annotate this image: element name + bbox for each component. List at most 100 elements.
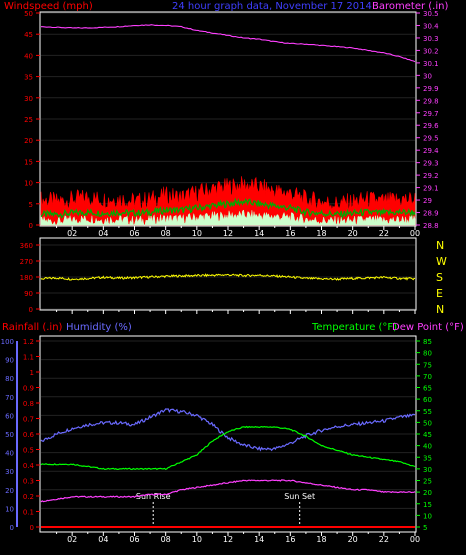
x-tick-label: 14 (254, 535, 264, 544)
temperature-tick-label: 30 (423, 466, 432, 474)
rainfall-tick-label: 0.6 (23, 431, 35, 439)
x-tick-label: 06 (129, 535, 139, 544)
dewpoint-series (40, 479, 416, 503)
barometer-tick-label: 30 (423, 72, 432, 80)
compass-label: E (436, 287, 443, 300)
humidity-tick-label: 40 (5, 450, 14, 458)
compass-label: W (436, 255, 447, 268)
humidity-tick-label: 60 (5, 412, 14, 420)
temperature-tick-label: 80 (423, 350, 432, 358)
windspeed-tick-label: 10 (24, 180, 33, 188)
x-tick-label: 18 (316, 229, 326, 238)
barometer-tick-label: 30.4 (423, 22, 439, 30)
x-tick-label: 22 (379, 535, 389, 544)
barometer-tick-label: 29.3 (423, 160, 439, 168)
x-tick-label: 04 (98, 229, 108, 238)
barometer-tick-label: 29.5 (423, 135, 439, 143)
x-tick-label: 02 (67, 535, 77, 544)
x-tick-label: 12 (223, 535, 233, 544)
barometer-tick-label: 29.8 (423, 97, 439, 105)
humidity-tick-label: 90 (5, 357, 14, 365)
windspeed-tick-label: 20 (24, 137, 33, 145)
x-tick-label: 08 (161, 535, 171, 544)
x-tick-label: 16 (285, 229, 295, 238)
humidity-series (40, 408, 416, 452)
temperature-tick-label: 5 (423, 524, 427, 532)
temperature-tick-label: 75 (423, 361, 432, 369)
barometer-series (41, 24, 416, 63)
x-tick-label: 10 (192, 535, 202, 544)
compass-label: N (436, 303, 444, 316)
humidity-axis-label: Humidity (%) (66, 322, 132, 333)
temperature-tick-label: 70 (423, 373, 432, 381)
humidity-tick-label: 0 (10, 524, 14, 532)
barometer-tick-label: 29.1 (423, 185, 439, 193)
windspeed-axis-label: Windspeed (mph) (4, 1, 93, 12)
direction-tick-label: 180 (20, 274, 33, 282)
temperature-tick-label: 55 (423, 408, 432, 416)
x-tick-label: 00 (410, 229, 420, 238)
x-tick-label: 08 (161, 229, 171, 238)
rainfall-tick-label: 0.5 (23, 447, 34, 455)
barometer-tick-label: 29.2 (423, 172, 439, 180)
x-tick-label: 00 (410, 535, 420, 544)
rainfall-tick-label: 0.9 (23, 385, 34, 393)
direction-tick-label: 360 (20, 242, 33, 250)
humidity-tick-label: 70 (5, 394, 14, 402)
temperature-tick-label: 20 (423, 489, 432, 497)
dewpoint-axis-label: Dew Point (°F) (392, 322, 464, 333)
windspeed-tick-label: 25 (24, 116, 33, 124)
x-tick-label: 06 (129, 229, 139, 238)
compass-label: N (436, 239, 444, 252)
humidity-tick-label: 20 (5, 487, 14, 495)
temperature-tick-label: 10 (423, 512, 432, 520)
temperature-tick-label: 15 (423, 501, 432, 509)
barometer-tick-label: 29.6 (423, 122, 439, 130)
direction-tick-label: 270 (20, 258, 33, 266)
x-tick-label: 10 (192, 229, 202, 238)
direction-tick-label: 0 (29, 306, 33, 314)
x-tick-label: 02 (67, 229, 77, 238)
rainfall-tick-label: 0 (30, 524, 34, 532)
wind-average-series (40, 197, 416, 220)
temperature-tick-label: 85 (423, 338, 432, 346)
rainfall-tick-label: 1.2 (23, 338, 34, 346)
x-tick-label: 04 (98, 535, 108, 544)
barometer-tick-label: 30.3 (423, 35, 439, 43)
humidity-tick-label: 30 (5, 468, 14, 476)
compass-label: S (436, 271, 443, 284)
windspeed-tick-label: 45 (24, 31, 33, 39)
barometer-tick-label: 28.9 (423, 210, 439, 218)
chart-title: 24 hour graph data, November 17 2014 (172, 1, 372, 12)
rainfall-tick-label: 0.2 (23, 493, 34, 501)
temperature-tick-label: 50 (423, 419, 432, 427)
temperature-tick-label: 45 (423, 431, 432, 439)
x-tick-label: 20 (348, 229, 358, 238)
rainfall-tick-label: 0.7 (23, 416, 34, 424)
windspeed-tick-label: 0 (29, 222, 33, 230)
x-tick-label: 20 (348, 535, 358, 544)
windspeed-tick-label: 40 (24, 52, 33, 60)
barometer-tick-label: 29.9 (423, 85, 439, 93)
sun-set-label: Sun Set (284, 492, 315, 501)
temperature-tick-label: 25 (423, 478, 432, 486)
barometer-tick-label: 30.2 (423, 47, 439, 55)
humidity-tick-label: 100 (1, 338, 14, 346)
temperature-tick-label: 60 (423, 396, 432, 404)
rainfall-axis-label: Rainfall (.in) (2, 322, 63, 333)
windspeed-tick-label: 30 (24, 95, 33, 103)
temperature-tick-label: 40 (423, 443, 432, 451)
windspeed-tick-label: 50 (24, 10, 33, 18)
rainfall-tick-label: 0.1 (23, 509, 34, 517)
temperature-axis-label: Temperature (°F) (311, 322, 397, 333)
humidity-tick-label: 50 (5, 431, 14, 439)
temperature-tick-label: 35 (423, 454, 432, 462)
windspeed-tick-label: 5 (29, 201, 33, 209)
rainfall-tick-label: 0.3 (23, 478, 34, 486)
barometer-tick-label: 30.5 (423, 10, 439, 18)
wind-lull-series (40, 209, 416, 226)
barometer-tick-label: 30.1 (423, 60, 439, 68)
x-tick-label: 14 (254, 229, 264, 238)
wind-direction-series (40, 273, 416, 281)
